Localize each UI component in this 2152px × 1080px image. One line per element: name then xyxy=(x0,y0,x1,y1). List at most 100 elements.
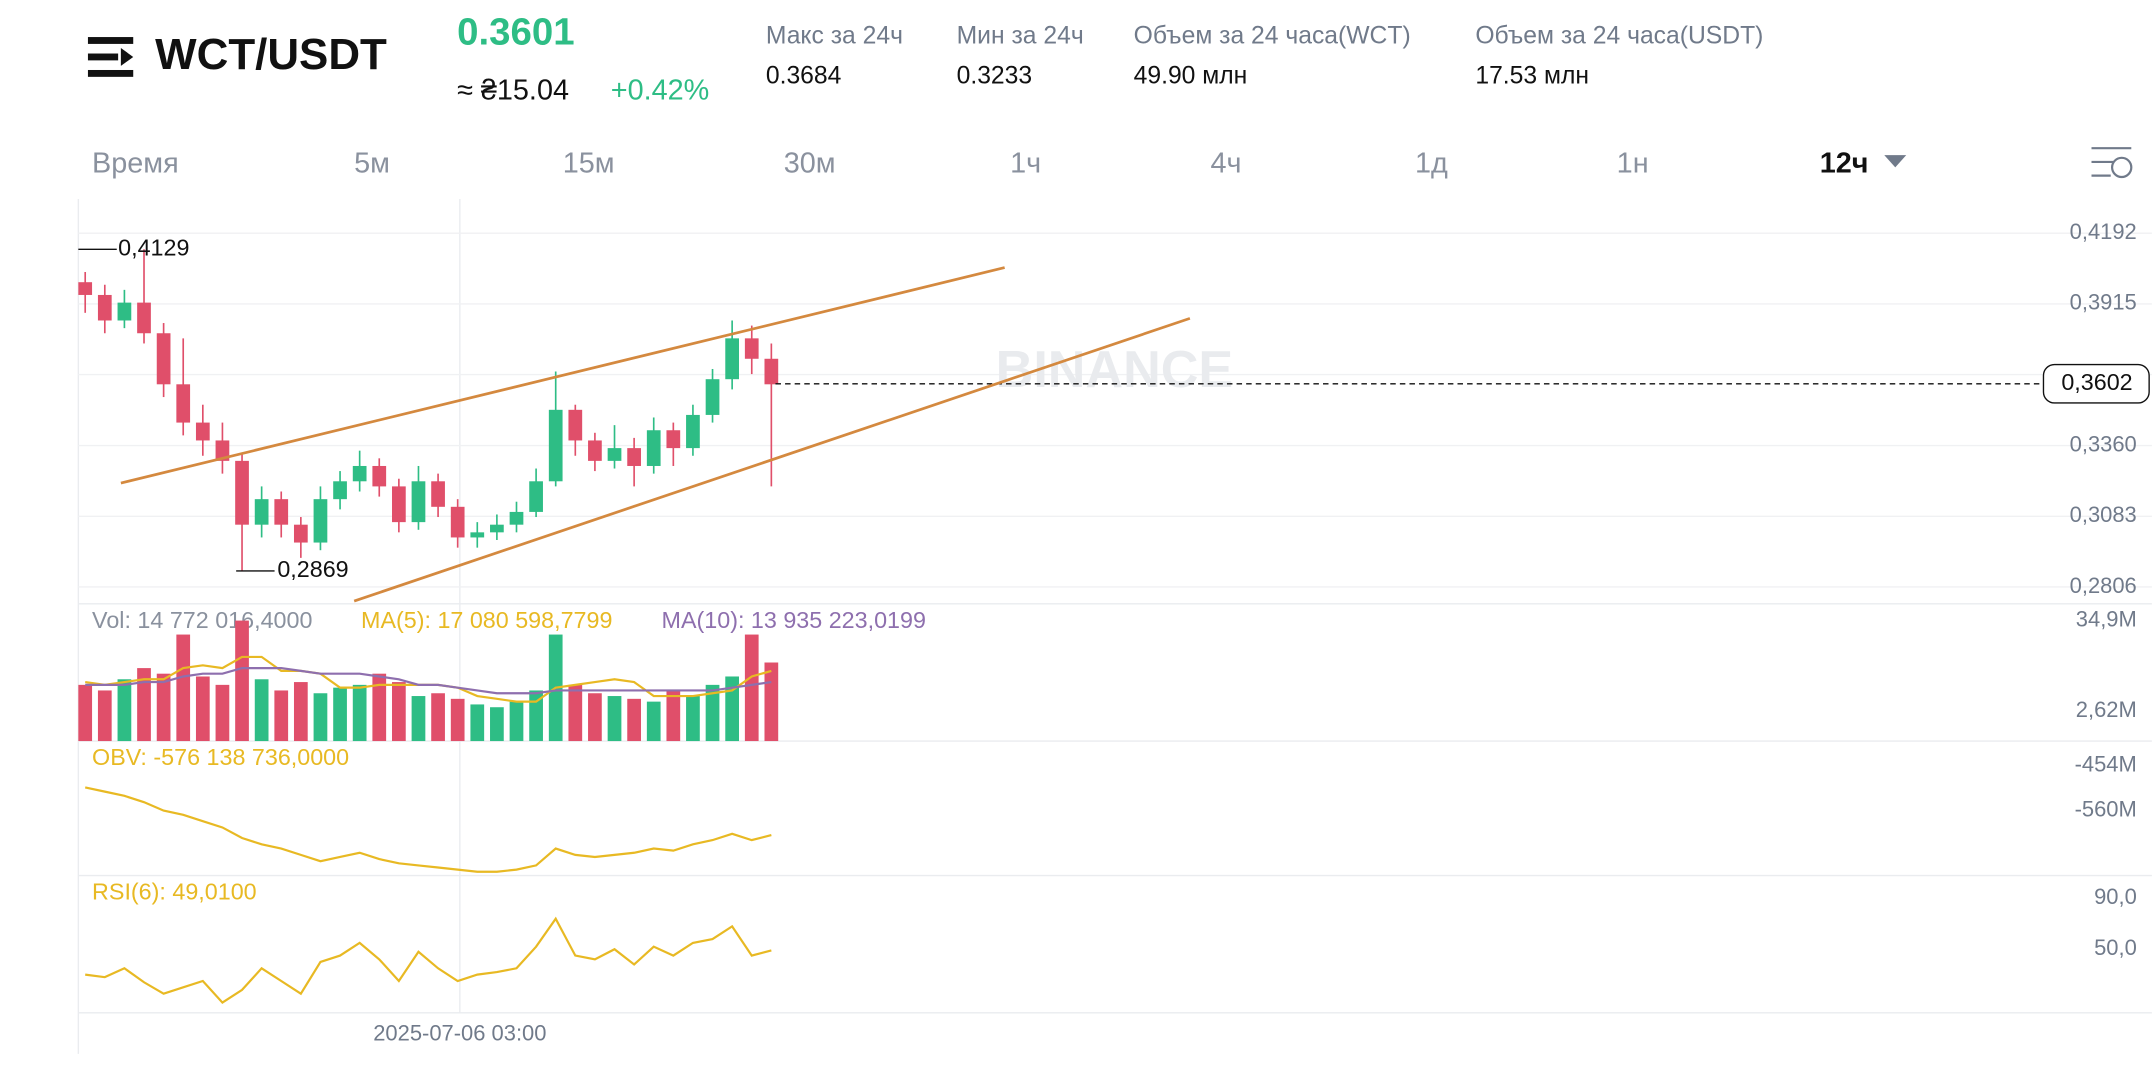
volume-bar xyxy=(392,682,406,742)
indicator-title: Vol: 14 772 016,4000 xyxy=(92,607,312,633)
volume-bar xyxy=(215,684,230,742)
candle-body xyxy=(627,448,641,466)
candle-body xyxy=(176,384,191,423)
stat-value: 0.3233 xyxy=(957,62,1033,89)
candle-body xyxy=(254,499,269,525)
candle-body xyxy=(646,430,661,466)
candle-body xyxy=(431,481,445,507)
candle-body xyxy=(78,282,93,295)
trend-line xyxy=(120,266,1005,485)
settings-icon[interactable] xyxy=(2091,147,2133,179)
volume-bar xyxy=(313,693,328,742)
volume-bar xyxy=(666,690,681,742)
interval-tab[interactable]: 5м xyxy=(354,147,390,179)
candle-body xyxy=(195,422,210,441)
candle-body xyxy=(725,338,740,380)
interval-tab[interactable]: 1ч xyxy=(1010,147,1041,179)
volume-bar xyxy=(705,684,720,742)
pair[interactable]: WCT/USDT xyxy=(155,30,387,79)
max-label: 0,4129 xyxy=(118,234,189,260)
candle-body xyxy=(293,524,308,543)
candle-body xyxy=(744,338,759,359)
stat-label: Мин за 24ч xyxy=(957,23,1084,50)
indicator-line xyxy=(85,916,772,1005)
candle-body xyxy=(235,460,249,525)
menu-bar xyxy=(87,69,134,77)
last-price-box xyxy=(2042,363,2150,404)
stat-value: 17.53 млн xyxy=(1475,62,1589,89)
ma-line xyxy=(85,666,772,695)
approx-price: ≈ ₴15.04 xyxy=(457,75,569,107)
volume-bar xyxy=(450,698,465,742)
candle-body xyxy=(372,465,387,487)
volume-bar xyxy=(235,620,249,742)
price: 0.3601 xyxy=(457,10,574,53)
interval-tab[interactable]: 12ч xyxy=(1820,147,1869,179)
candle-body xyxy=(411,481,426,523)
candle-body xyxy=(607,448,622,461)
menu-icon[interactable] xyxy=(87,37,134,77)
candle-body xyxy=(117,302,132,321)
legend-entry: MA(10): 13 935 223,0199 xyxy=(662,607,926,633)
stat-label: Объем за 24 часа(USDT) xyxy=(1475,23,1763,50)
volume-bar xyxy=(97,690,112,742)
candle-body xyxy=(137,302,151,334)
menu-arrow xyxy=(120,48,134,66)
candle-body xyxy=(313,499,328,543)
y-tick-label: 0,2806 xyxy=(2070,573,2137,598)
volume-bar xyxy=(588,693,602,742)
volume-bar xyxy=(529,690,543,742)
menu-bar xyxy=(87,37,134,44)
stat-value: 49.90 млн xyxy=(1134,62,1248,89)
volume-bar xyxy=(607,696,622,742)
interval-tab[interactable]: 30м xyxy=(784,147,836,179)
stat-label: Макс за 24ч xyxy=(766,23,903,50)
volume-bar xyxy=(137,668,151,742)
interval-tab[interactable]: 15м xyxy=(563,147,615,179)
y-tick-label: 2,62M xyxy=(2076,697,2137,722)
indicator-title: OBV: -576 138 736,0000 xyxy=(92,744,349,770)
candle-body xyxy=(568,409,583,441)
y-tick-label: 0,4192 xyxy=(2070,219,2137,244)
volume-bar xyxy=(686,696,700,742)
y-tick-label: -560M xyxy=(2075,796,2137,821)
y-tick-label: 50,0 xyxy=(2094,935,2137,960)
volume-bar xyxy=(431,693,445,742)
interval-tab[interactable]: 1н xyxy=(1617,147,1649,179)
y-tick-label: 34,9M xyxy=(2076,607,2137,632)
volume-bar xyxy=(764,662,779,742)
candle-body xyxy=(686,414,700,449)
candle-body xyxy=(333,481,347,500)
stat-label: Объем за 24 часа(WCT) xyxy=(1134,23,1411,50)
icon-gear xyxy=(2110,156,2133,179)
volume-bar xyxy=(176,634,191,742)
legend-entry: MA(5): 17 080 598,7799 xyxy=(361,607,612,633)
interval-tab[interactable]: 1д xyxy=(1415,147,1448,179)
volume-bar xyxy=(117,679,132,742)
y-tick-label: 0,3915 xyxy=(2070,290,2137,315)
dropdown-arrow[interactable] xyxy=(1884,155,1907,168)
candle-body xyxy=(470,532,485,538)
candle-body xyxy=(529,481,543,512)
volume-bar xyxy=(725,676,740,742)
candle-body xyxy=(215,440,230,461)
candle-body xyxy=(548,409,563,482)
volume-bar xyxy=(509,701,524,742)
volume-bar xyxy=(293,682,308,742)
volume-bar xyxy=(352,684,367,742)
candle-body xyxy=(666,430,681,449)
x-axis-label: 2025-07-06 03:00 xyxy=(373,1021,546,1046)
candle-body xyxy=(450,506,465,538)
volume-bar xyxy=(470,704,485,742)
last-price-label: 0,3602 xyxy=(2061,369,2132,395)
candle-body xyxy=(392,486,406,523)
y-tick-label: 0,3083 xyxy=(2070,502,2137,527)
y-tick-label: 90,0 xyxy=(2094,884,2137,909)
interval-tab[interactable]: 4ч xyxy=(1210,147,1241,179)
candle-body xyxy=(352,465,367,482)
watermark: BINANCE xyxy=(996,341,1233,399)
volume-bar xyxy=(568,684,583,742)
indicator-line xyxy=(84,786,772,873)
interval-tab[interactable]: Время xyxy=(92,147,179,179)
